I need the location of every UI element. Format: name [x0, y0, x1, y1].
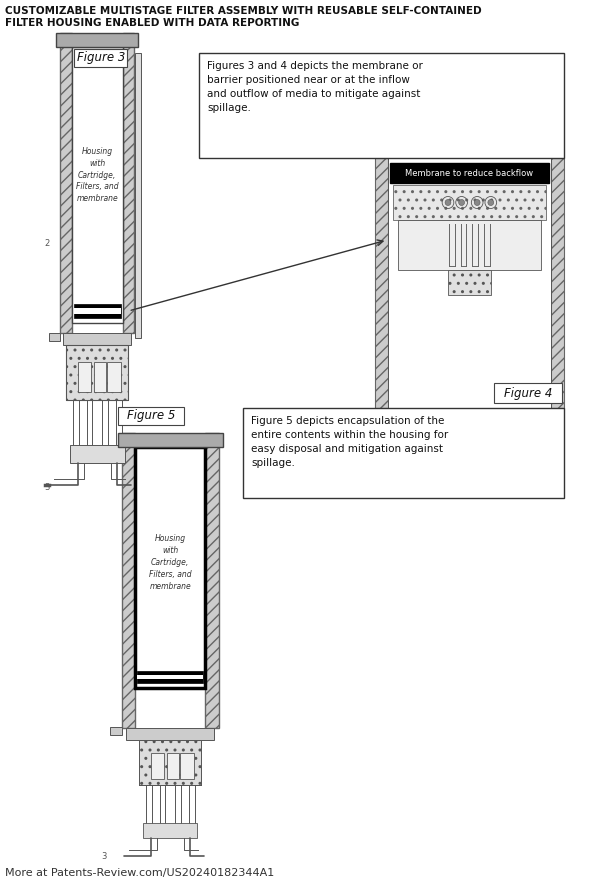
Circle shape	[474, 200, 480, 205]
Text: Figure 5: Figure 5	[126, 409, 175, 423]
Bar	[74, 304, 120, 318]
Bar	[123, 33, 134, 333]
Bar	[60, 33, 72, 333]
Circle shape	[459, 200, 465, 205]
Bar	[388, 158, 550, 408]
Bar	[374, 158, 388, 408]
Text: More at Patents-Review.com/US20240182344A1: More at Patents-Review.com/US20240182344…	[5, 868, 274, 878]
Text: Figure 5 depicts encapsulation of the
entire contents within the housing for
eas: Figure 5 depicts encapsulation of the en…	[251, 416, 448, 468]
Bar	[74, 49, 128, 67]
Bar	[78, 362, 92, 392]
Bar	[243, 408, 564, 498]
Bar	[63, 333, 131, 345]
Bar	[199, 53, 564, 158]
Bar	[137, 671, 203, 683]
Text: Membrane to reduce backflow: Membrane to reduce backflow	[406, 169, 534, 178]
Bar	[167, 753, 179, 779]
Bar	[494, 383, 562, 403]
Text: Housing
with
Cartridge,
Filters, and
membrane: Housing with Cartridge, Filters, and mem…	[76, 147, 119, 203]
Bar	[49, 333, 60, 341]
Bar	[550, 158, 564, 408]
Bar	[72, 47, 123, 323]
Bar	[118, 433, 223, 447]
Text: 2: 2	[44, 239, 49, 248]
Circle shape	[488, 200, 494, 205]
Bar	[448, 270, 491, 295]
Bar	[137, 675, 203, 679]
Bar	[95, 362, 106, 392]
Bar	[122, 433, 135, 728]
Text: Figures 3 and 4 depicts the membrane or
barrier positioned near or at the inflow: Figures 3 and 4 depicts the membrane or …	[207, 61, 423, 113]
Bar	[390, 163, 549, 183]
Bar	[398, 220, 541, 270]
Text: Figure 4: Figure 4	[504, 386, 552, 400]
Bar	[143, 823, 198, 838]
Bar	[70, 445, 125, 463]
Bar	[139, 740, 201, 785]
Text: Housing
with
Cartridge,
Filters, and
membrane: Housing with Cartridge, Filters, and mem…	[149, 535, 192, 591]
Bar	[180, 753, 193, 779]
Circle shape	[445, 200, 451, 205]
Bar	[135, 53, 141, 338]
Text: Figure 3: Figure 3	[77, 52, 125, 65]
Bar	[151, 753, 164, 779]
Bar	[393, 185, 546, 220]
Bar	[135, 447, 205, 688]
Bar	[107, 362, 120, 392]
Bar	[66, 345, 128, 400]
Text: 3: 3	[44, 482, 49, 491]
Bar	[126, 728, 214, 740]
Bar	[74, 308, 120, 314]
Text: CUSTOMIZABLE MULTISTAGE FILTER ASSEMBLY WITH REUSABLE SELF-CONTAINED
FILTER HOUS: CUSTOMIZABLE MULTISTAGE FILTER ASSEMBLY …	[5, 6, 482, 28]
Bar	[374, 408, 388, 428]
Bar	[550, 408, 564, 428]
Text: 3: 3	[101, 852, 107, 860]
Bar	[205, 433, 219, 728]
Bar	[110, 727, 122, 735]
Bar	[56, 33, 138, 47]
Bar	[118, 407, 184, 425]
